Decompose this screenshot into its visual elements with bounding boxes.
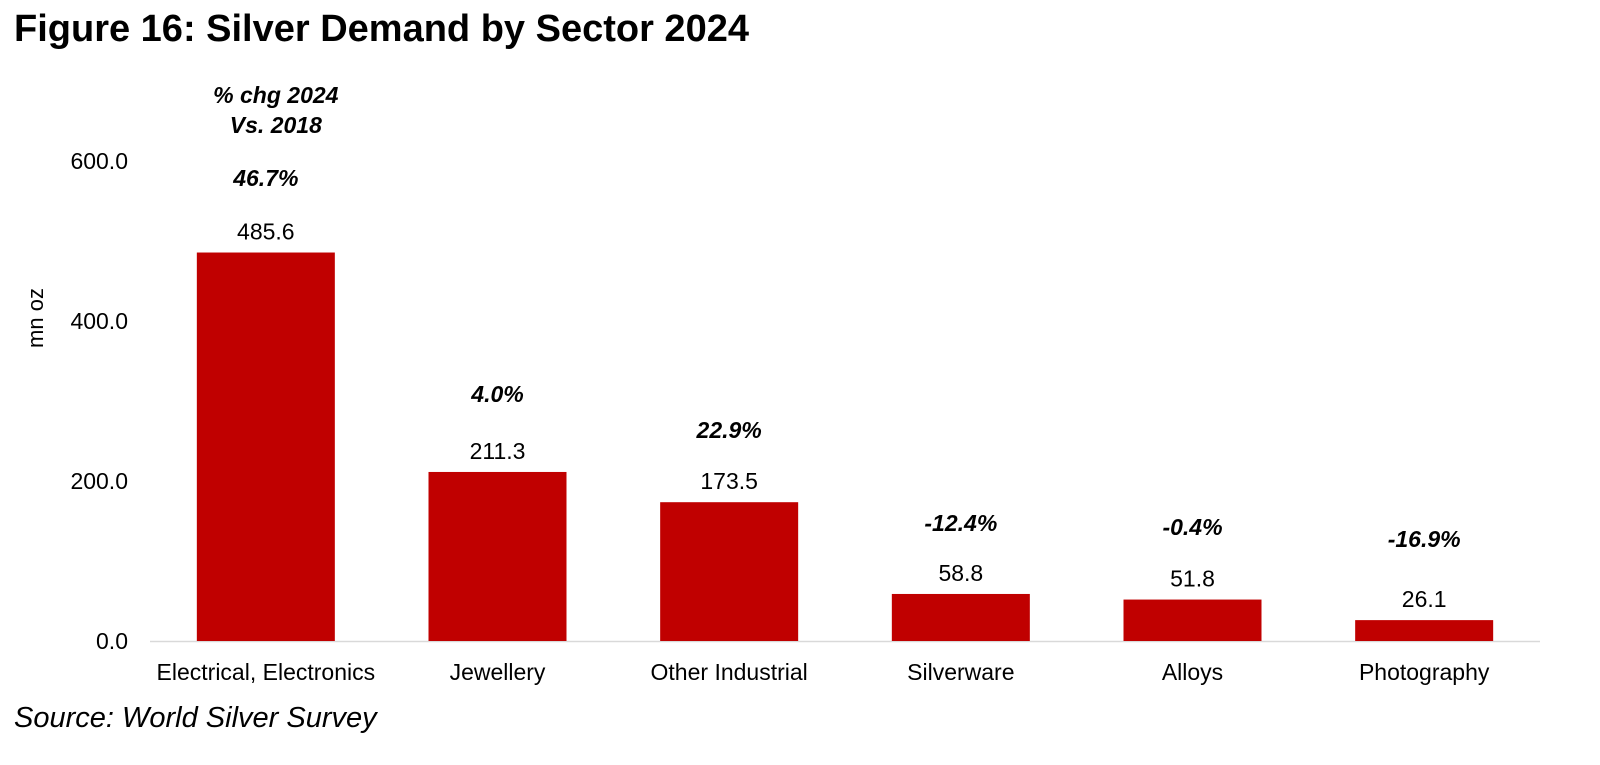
y-axis-ticks: 0.0 200.0 400.0 600.0	[70, 148, 128, 654]
y-tick-label: 200.0	[70, 468, 128, 494]
x-category-label: Electrical, Electronics	[157, 659, 376, 685]
pct-change-header-line-2: Vs. 2018	[230, 112, 322, 138]
bar	[660, 502, 799, 641]
source-note: Source: World Silver Survey	[14, 702, 377, 734]
bar	[891, 593, 1030, 641]
y-axis-label: mn oz	[23, 288, 48, 348]
bar-value-label: 173.5	[700, 468, 758, 494]
bar	[196, 252, 335, 641]
x-category-label: Silverware	[907, 659, 1014, 685]
pct-change-label: 46.7%	[232, 165, 298, 191]
bar	[428, 471, 567, 641]
bar-value-label: 58.8	[938, 560, 983, 586]
x-category-label: Jewellery	[450, 659, 546, 685]
bar	[1355, 620, 1494, 641]
pct-change-header: % chg 2024 Vs. 2018	[213, 82, 338, 138]
pct-change-label: -0.4%	[1162, 514, 1222, 540]
pct-change-label: -16.9%	[1388, 526, 1461, 552]
bar-value-label: 26.1	[1402, 586, 1447, 612]
x-category-label: Alloys	[1162, 659, 1223, 685]
x-category-label: Other Industrial	[651, 659, 808, 685]
y-tick-label: 0.0	[96, 628, 128, 654]
bar	[1123, 599, 1262, 641]
pct-change-label: -12.4%	[924, 510, 997, 536]
bar-value-label: 211.3	[470, 438, 526, 464]
pct-change-label: 22.9%	[696, 417, 762, 443]
chart-title: Figure 16: Silver Demand by Sector 2024	[14, 8, 749, 50]
bars: 485.6 46.7% Electrical, Electronics 211.3 4.…	[157, 165, 1494, 685]
y-tick-label: 600.0	[70, 148, 128, 174]
bar-value-label: 51.8	[1170, 566, 1215, 592]
bar-value-label: 485.6	[237, 219, 295, 245]
pct-change-label: 4.0%	[470, 381, 523, 407]
pct-change-header-line-1: % chg 2024	[213, 82, 338, 108]
y-tick-label: 400.0	[70, 308, 128, 334]
x-category-label: Photography	[1359, 659, 1490, 685]
